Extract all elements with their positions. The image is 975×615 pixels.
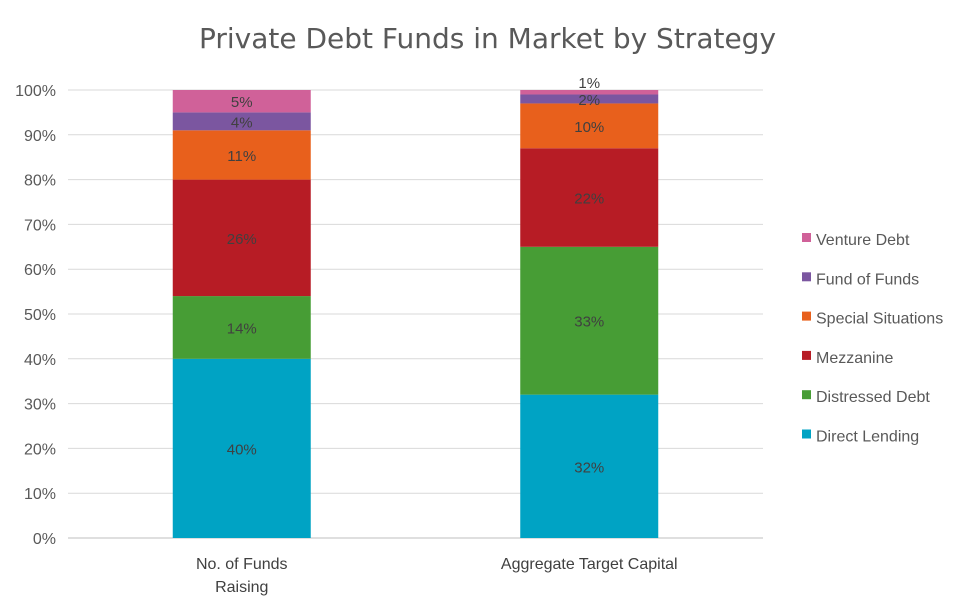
legend-label: Special Situations xyxy=(816,311,943,328)
legend-swatch xyxy=(802,390,811,400)
legend-label: Fund of Funds xyxy=(816,271,919,288)
y-tick-label: 80% xyxy=(24,173,56,190)
bar-segment xyxy=(172,130,311,180)
data-label: 4% xyxy=(231,114,253,131)
y-tick-label: 10% xyxy=(24,486,56,503)
data-label: 33% xyxy=(574,314,604,331)
data-label: 40% xyxy=(227,441,257,458)
legend-swatch xyxy=(802,233,811,242)
data-label: 1% xyxy=(578,75,600,92)
y-tick-label: 20% xyxy=(24,441,56,458)
legend-label: Mezzanine xyxy=(816,350,893,367)
bar-segment xyxy=(520,394,659,538)
chart-title: Private Debt Funds in Market by Strategy xyxy=(198,22,777,55)
bar-segment xyxy=(172,358,311,538)
bar-segment xyxy=(520,246,659,395)
legend-swatch xyxy=(802,311,811,321)
bar-segment xyxy=(520,148,659,247)
legend-label: Distressed Debt xyxy=(816,389,930,406)
bar-segment xyxy=(172,90,311,113)
data-label: 5% xyxy=(231,94,253,111)
y-tick-label: 60% xyxy=(24,262,56,279)
y-tick-label: 100% xyxy=(15,83,56,100)
legend-label: Direct Lending xyxy=(816,429,919,446)
y-tick-label: 0% xyxy=(33,531,56,548)
legend-swatch xyxy=(802,272,811,282)
y-tick-label: 90% xyxy=(24,128,56,145)
x-tick-label: No. of Funds xyxy=(196,556,288,573)
x-tick-label: Aggregate Target Capital xyxy=(501,556,678,573)
y-tick-label: 70% xyxy=(24,217,56,234)
bar-segment xyxy=(172,112,311,131)
bar-segment xyxy=(520,90,659,95)
y-tick-label: 30% xyxy=(24,397,56,414)
y-tick-label: 50% xyxy=(24,307,56,324)
legend-swatch xyxy=(802,429,811,439)
x-tick-label: Raising xyxy=(215,579,268,596)
legend-swatch xyxy=(802,350,811,360)
y-tick-label: 40% xyxy=(24,352,56,369)
bar-segment xyxy=(520,94,659,104)
bar-segment xyxy=(172,296,311,359)
data-label: 14% xyxy=(227,320,257,337)
data-label: 32% xyxy=(574,459,604,476)
legend-label: Venture Debt xyxy=(816,232,910,249)
bar-segment xyxy=(172,179,311,297)
data-label: 2% xyxy=(578,92,600,109)
data-label: 26% xyxy=(227,231,257,248)
data-label: 10% xyxy=(574,119,604,136)
data-label: 22% xyxy=(574,191,604,208)
data-label: 11% xyxy=(227,148,256,165)
bar-segment xyxy=(520,103,659,149)
